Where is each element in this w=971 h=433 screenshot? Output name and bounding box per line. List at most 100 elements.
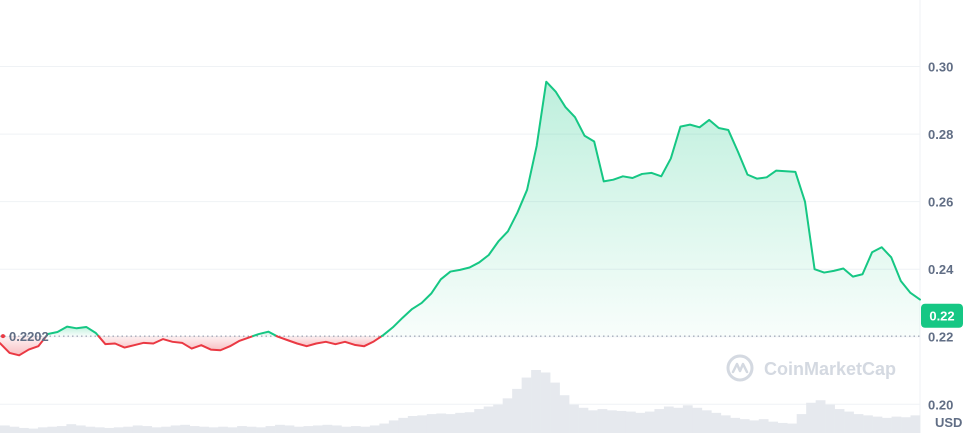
volume-bar [208,427,219,433]
volume-bar [692,407,703,433]
volume-bar [863,415,873,433]
volume-bar [910,415,921,433]
volume-bar [303,426,314,433]
volume-bar [749,420,760,433]
volume-bar [806,402,816,433]
volume-bar [891,416,902,433]
volume-bar [739,419,750,433]
volume-bar [844,411,854,433]
volume-bar [796,414,807,433]
y-tick-label: 0.28 [928,127,953,142]
volume-bar [350,426,361,433]
volume-bar [94,427,105,433]
volume-bar [369,425,380,433]
current-price-badge: 0.22 [921,303,963,328]
volume-bar [123,426,134,433]
price-line-down [275,335,383,348]
volume-bar [227,427,238,433]
area-above-reference [46,326,99,337]
volume-bar [531,370,541,433]
volume-bar [379,423,390,433]
volume-bar [417,415,428,433]
volume-bar [151,427,162,433]
volume-bar [265,426,276,433]
volume-bar [682,405,693,433]
reference-value-label: 0.2202 [9,329,49,344]
volume-bar [853,414,864,433]
volume-bar [256,427,266,433]
volume-bar [777,422,788,433]
volume-bar [56,426,67,433]
volume-bar [901,417,911,433]
volume-bar [294,426,304,433]
volume-bar [569,404,579,433]
y-tick-label: 0.26 [928,195,953,210]
volume-bar [284,425,295,433]
volume-bar [426,414,437,433]
volume-bar [275,424,285,433]
y-tick-label: 0.24 [928,262,954,277]
volume-bar [521,377,532,433]
volume-bar [825,404,835,433]
volume-bar [322,424,333,433]
volume-bar [464,412,475,433]
price-areas [0,81,920,356]
volume-bar [199,426,209,433]
reference-marker: 0.2202 [1,329,49,344]
volume-bar [474,409,485,433]
volume-bar [312,425,323,433]
volume-bar [218,426,228,433]
volume-bar [787,423,798,433]
volume-bar [588,410,598,433]
price-line-up [252,330,278,338]
y-tick-label: 0.20 [928,397,953,412]
volume-bar [834,409,845,433]
volume-bar [28,428,39,433]
volume-bar [436,413,447,433]
volume-bar [701,410,712,433]
currency-label: USD [935,415,962,430]
volume-bar [66,424,77,433]
volume-bar [493,404,503,433]
volume-bar [635,412,646,433]
watermark: CoinMarketCap [726,354,896,382]
volume-bar [711,412,722,433]
volume-bar [625,411,636,433]
y-tick-label: 0.22 [928,330,953,345]
volume-bar [9,426,20,433]
volume-bar [75,425,86,433]
volume-bar [607,410,617,433]
watermark-text: CoinMarketCap [764,359,896,379]
price-line [0,80,921,357]
volume-bar [815,400,826,433]
volume-bar [673,407,684,433]
volume-bar [18,427,29,433]
volume-bar [540,372,551,433]
volume-bar [237,426,247,433]
area-above-reference [381,81,920,337]
volume-bar [663,406,674,433]
volume-bar [331,425,342,433]
volume-bar [578,407,589,433]
volume-bar [597,409,608,433]
volume-bar [720,415,731,433]
coinmarketcap-logo-wave [731,362,749,374]
volume-bar [644,411,655,433]
volume-bar [113,427,124,433]
price-line-down [0,335,48,357]
volume-bar [455,412,466,433]
volume-bar [758,419,769,433]
volume-bar [483,406,494,433]
volume-bar [388,420,399,433]
volume-bar [180,424,190,433]
volume-bar [0,425,10,433]
y-tick-label: 0.30 [928,60,953,75]
volume-bar [445,414,456,433]
volume-bar [768,421,779,433]
volume-bar [246,426,257,433]
volume-bar [132,425,143,433]
area-below-reference [276,336,382,347]
volume-bar [161,426,172,433]
volume-bar [170,425,181,433]
